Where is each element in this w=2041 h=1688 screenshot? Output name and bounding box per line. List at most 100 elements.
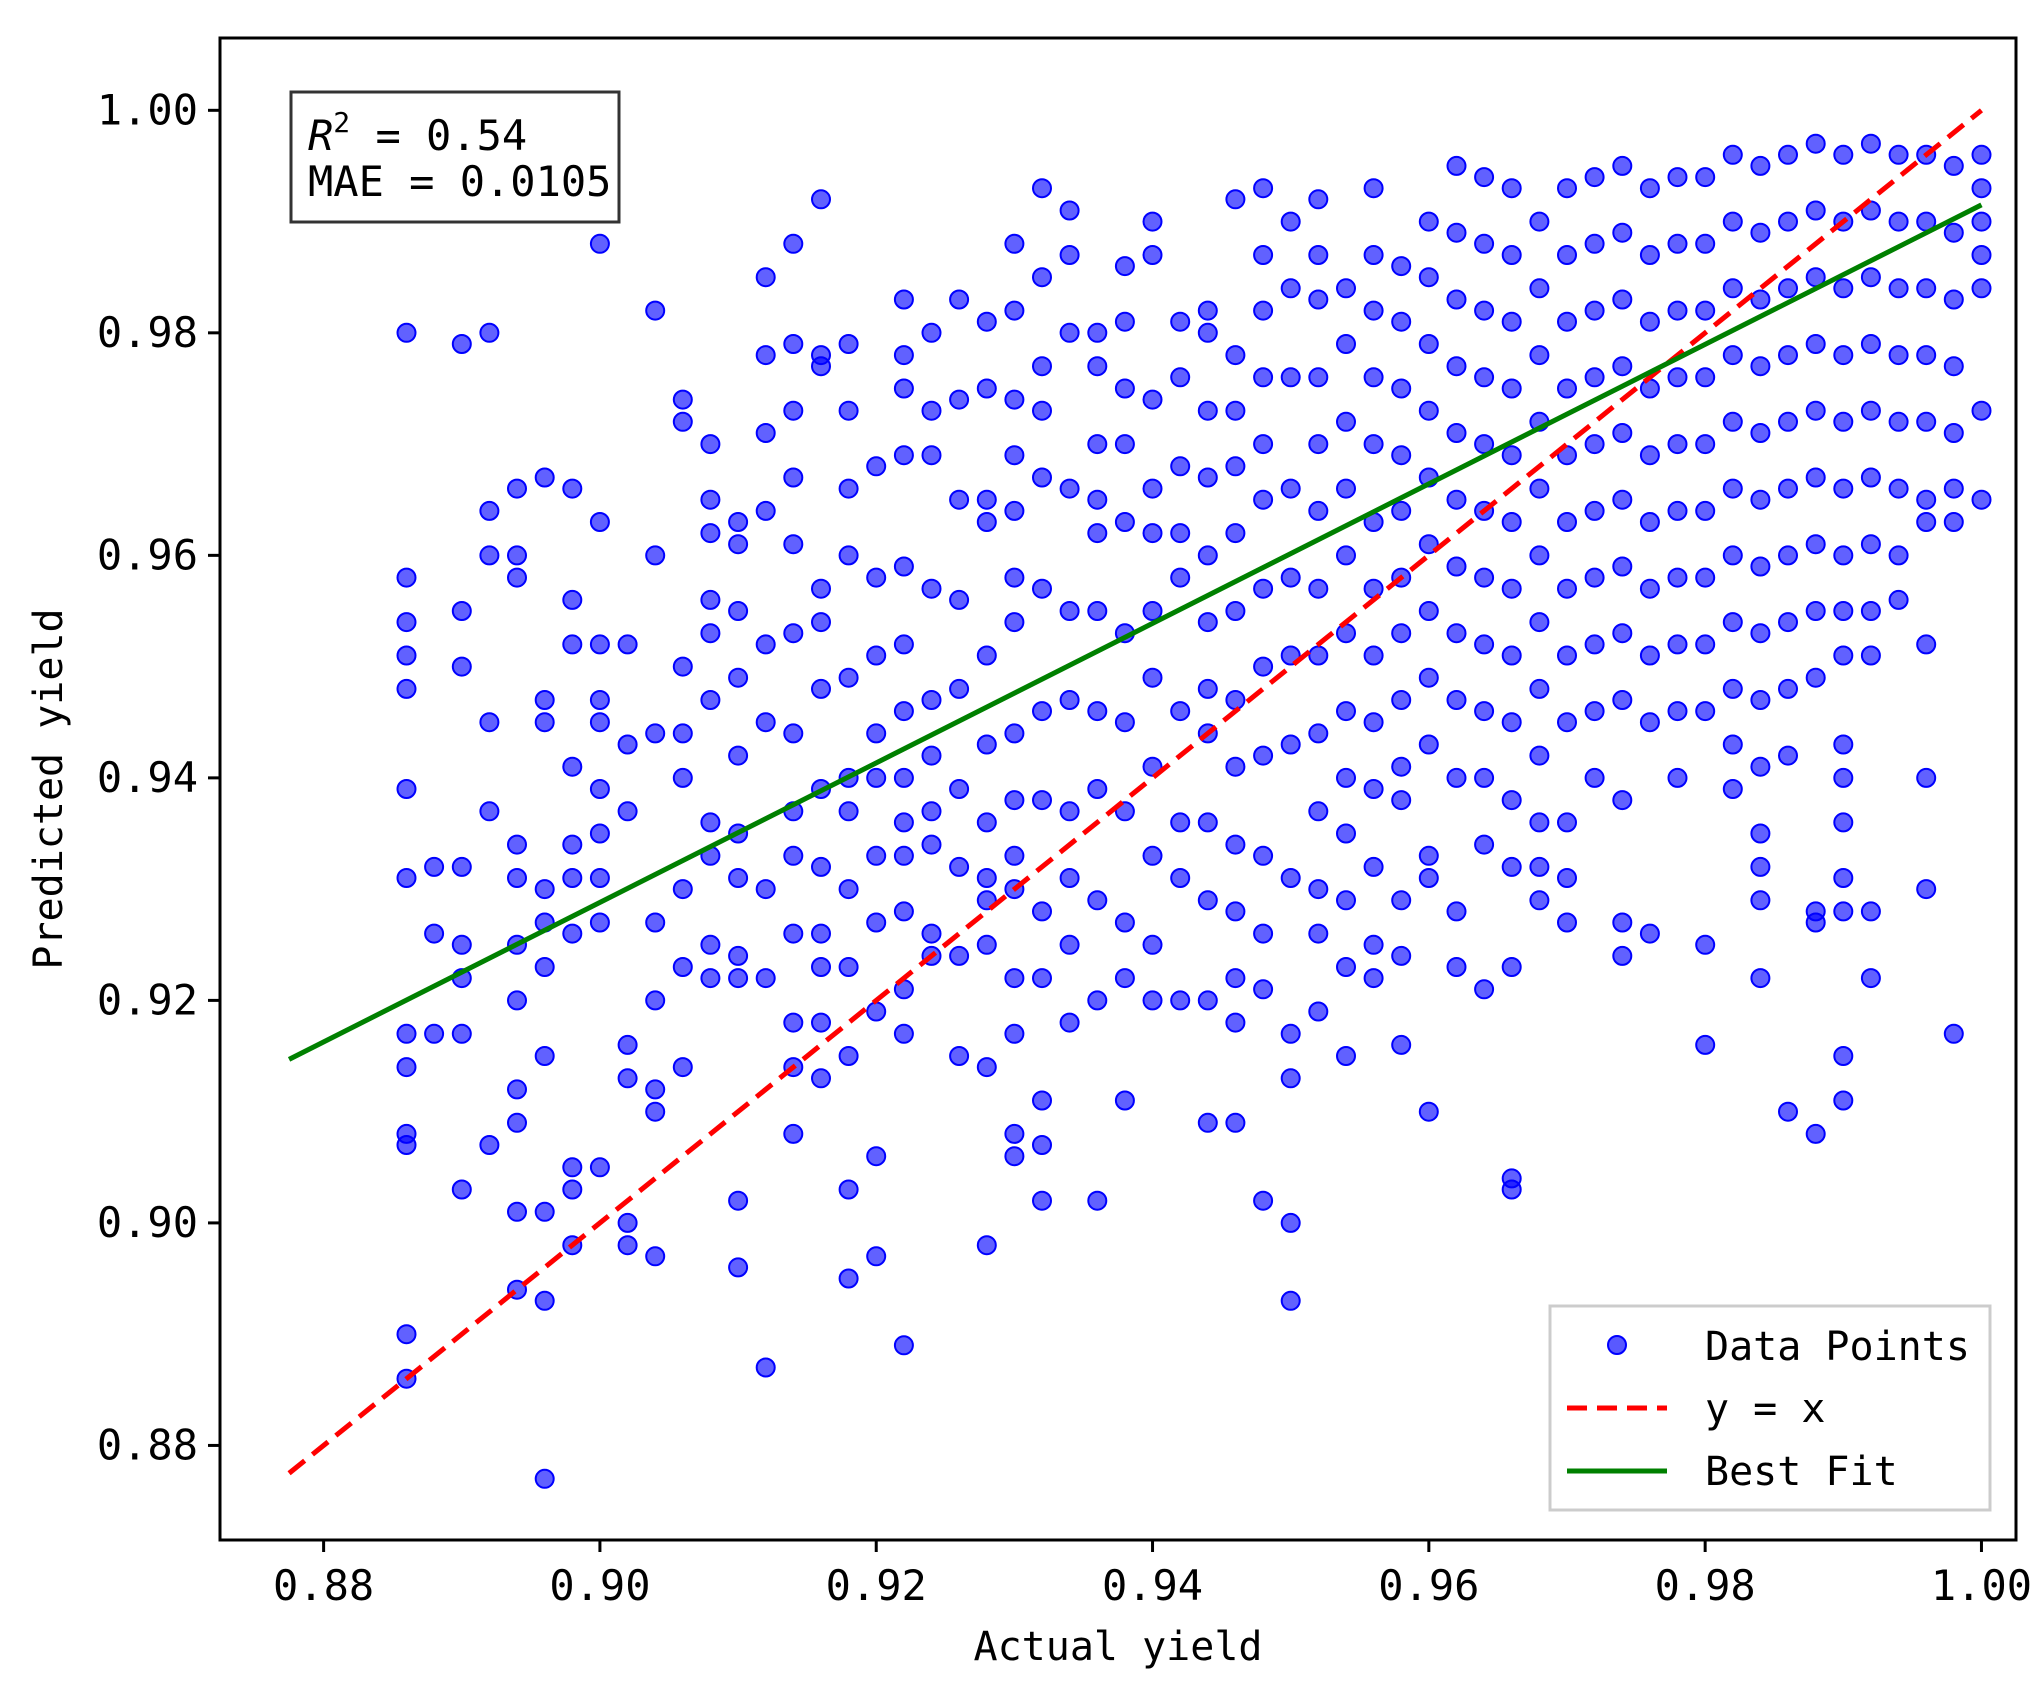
data-point xyxy=(866,1246,887,1267)
data-point xyxy=(1474,767,1495,788)
data-point xyxy=(976,645,997,666)
data-point xyxy=(1032,267,1052,288)
data-point xyxy=(1529,890,1550,911)
data-point xyxy=(1032,968,1052,989)
mae-annotation: MAE = 0.0105 xyxy=(308,157,611,206)
data-point xyxy=(1225,345,1246,366)
data-point xyxy=(1557,912,1577,933)
data-point xyxy=(1805,912,1826,933)
data-point xyxy=(1059,322,1080,343)
data-point xyxy=(1501,178,1522,199)
data-point xyxy=(1474,834,1495,855)
data-point xyxy=(921,400,942,421)
data-point xyxy=(1667,701,1688,722)
data-point xyxy=(672,723,693,744)
data-point xyxy=(534,1201,555,1222)
data-point xyxy=(617,801,638,822)
data-point xyxy=(1612,790,1633,811)
data-point xyxy=(976,1057,997,1078)
data-point xyxy=(866,567,887,588)
data-point xyxy=(838,667,859,688)
data-point xyxy=(893,845,914,866)
data-point xyxy=(893,634,914,655)
data-point xyxy=(783,1123,804,1144)
data-point xyxy=(1059,801,1080,822)
data-point xyxy=(1888,545,1909,566)
data-point xyxy=(1004,723,1025,744)
data-point xyxy=(1971,245,1992,265)
data-point xyxy=(1253,923,1274,944)
data-point xyxy=(1142,667,1163,688)
y-tick-label: 0.88 xyxy=(97,1420,198,1469)
data-point xyxy=(1114,712,1135,733)
data-point xyxy=(1750,968,1771,989)
data-point xyxy=(1750,356,1771,377)
data-point xyxy=(1916,512,1937,532)
x-tick-label: 0.90 xyxy=(549,1561,650,1610)
reference-lines xyxy=(287,108,1984,1476)
data-point xyxy=(1805,400,1826,421)
data-point xyxy=(755,1357,776,1378)
data-point xyxy=(1474,701,1495,722)
data-point xyxy=(893,556,914,577)
data-point xyxy=(1639,923,1660,944)
data-point xyxy=(1336,957,1356,977)
data-point xyxy=(838,957,859,977)
data-point xyxy=(1253,489,1274,510)
data-point xyxy=(1197,678,1218,699)
data-point xyxy=(1391,500,1412,521)
data-point xyxy=(1363,779,1384,799)
data-point xyxy=(1529,745,1550,766)
data-point xyxy=(1446,690,1467,710)
data-point xyxy=(1004,1123,1025,1144)
data-point xyxy=(1114,912,1135,933)
data-point xyxy=(1695,1034,1716,1055)
data-point xyxy=(976,934,997,955)
data-point xyxy=(396,678,417,699)
data-point xyxy=(617,734,638,755)
data-point xyxy=(1418,868,1439,888)
data-point xyxy=(1059,690,1080,710)
data-point xyxy=(1142,211,1163,232)
data-point xyxy=(921,578,942,599)
data-point xyxy=(1253,845,1274,866)
data-point xyxy=(1280,734,1301,755)
data-point xyxy=(1197,612,1218,633)
data-point xyxy=(755,879,776,900)
data-point xyxy=(1280,211,1301,232)
data-point xyxy=(1336,890,1356,911)
data-point xyxy=(1032,1090,1052,1111)
data-point xyxy=(645,990,666,1011)
data-point xyxy=(1833,278,1854,299)
data-point xyxy=(1170,456,1191,477)
data-point xyxy=(1888,345,1909,366)
r2-value: = 0.54 xyxy=(350,111,527,160)
data-point xyxy=(1391,445,1412,466)
data-point xyxy=(1418,334,1439,354)
data-point xyxy=(976,311,997,332)
data-point xyxy=(1860,601,1881,621)
data-point xyxy=(1336,623,1356,644)
data-point xyxy=(645,300,666,321)
y-tick-label: 0.92 xyxy=(97,975,198,1024)
data-point xyxy=(1612,289,1633,310)
data-point xyxy=(1695,567,1716,588)
data-point xyxy=(1446,767,1467,788)
data-point xyxy=(1114,256,1135,277)
data-point xyxy=(1529,678,1550,699)
legend-marker-data-points xyxy=(1607,1335,1627,1355)
data-point xyxy=(1612,423,1633,443)
data-point xyxy=(1142,389,1163,410)
data-point xyxy=(672,656,693,677)
data-point xyxy=(1336,278,1356,299)
data-point xyxy=(866,767,887,788)
data-point xyxy=(783,623,804,644)
data-point xyxy=(949,589,970,610)
data-point xyxy=(1197,545,1218,566)
data-point xyxy=(1722,411,1743,432)
data-point xyxy=(893,289,914,310)
data-point xyxy=(672,411,693,432)
data-point xyxy=(1639,311,1660,332)
data-point xyxy=(1308,1001,1329,1022)
data-point xyxy=(838,334,859,354)
